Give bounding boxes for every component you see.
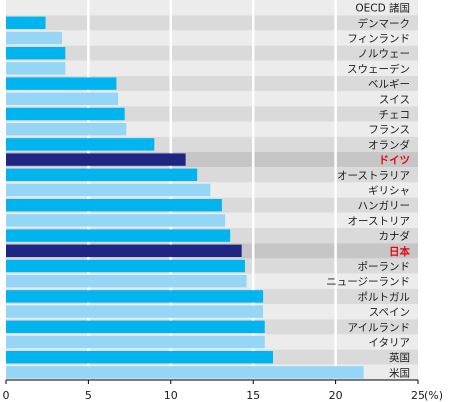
bar-チェコ: [6, 107, 125, 121]
bar-ギリシャ: [6, 183, 211, 197]
row-bg-ノルウェー: [6, 45, 418, 61]
category-label-ポルトガル: ポルトガル: [358, 291, 411, 303]
category-label-イタリア: イタリア: [368, 337, 410, 349]
bars: [6, 16, 364, 379]
bar-アイルランド: [6, 320, 265, 333]
bar-フィンランド: [6, 31, 63, 45]
x-tick-label-20: 20: [329, 389, 343, 402]
category-label-デンマーク: デンマーク: [358, 17, 411, 30]
bar-ノルウェー: [6, 47, 66, 60]
category-label-ギリシャ: ギリシャ: [368, 185, 410, 197]
category-label-ベルギー: ベルギー: [368, 79, 410, 91]
bar-スウェーデン: [6, 62, 66, 75]
x-tick-labels: 0 5 10 15 20 25: [3, 380, 425, 402]
category-label-スイス: スイス: [379, 94, 410, 106]
bar-米国: [6, 366, 364, 379]
category-label-ポーランド: ポーランド: [358, 261, 411, 273]
bar-ポーランド: [6, 259, 245, 273]
category-label-日本: 日本: [389, 245, 410, 258]
category-label-米国: 米国: [389, 366, 410, 379]
category-label-オランダ: オランダ: [368, 138, 410, 151]
bar-英国: [6, 351, 273, 364]
category-labels: OECD 諸国デンマークフィンランドノルウェースウェーデンベルギースイスチェコフ…: [326, 2, 410, 380]
category-label-OECD-諸国: OECD 諸国: [355, 2, 410, 15]
bar-フランス: [6, 123, 127, 136]
category-label-チェコ: チェコ: [379, 109, 411, 121]
x-axis-label: (%): [424, 389, 443, 402]
category-label-オーストラリア: オーストラリア: [337, 170, 410, 182]
category-label-英国: 英国: [389, 351, 410, 364]
row-bg-フィンランド: [6, 30, 418, 46]
x-tick-label-10: 10: [164, 389, 178, 402]
category-label-ノルウェー: ノルウェー: [358, 48, 411, 60]
bar-日本: [6, 244, 242, 257]
bar-オランダ: [6, 138, 155, 151]
bar-オーストリア: [6, 214, 226, 227]
category-label-ドイツ: ドイツ: [379, 155, 411, 167]
x-tick-label-0: 0: [3, 389, 10, 402]
category-label-フランス: フランス: [368, 124, 410, 136]
row-bg-OECD-諸国: [6, 0, 418, 16]
bar-デンマーク: [6, 16, 46, 29]
bar-ポルトガル: [6, 290, 264, 303]
bar-オーストラリア: [6, 168, 198, 181]
category-label-ハンガリー: ハンガリー: [358, 200, 411, 212]
bar-ドイツ: [6, 153, 186, 166]
category-label-アイルランド: アイルランド: [348, 322, 410, 334]
row-bg-デンマーク: [6, 15, 418, 31]
bar-ハンガリー: [6, 199, 222, 212]
category-label-カナダ: カナダ: [379, 230, 411, 243]
bar-スイス: [6, 92, 119, 105]
bar-イタリア: [6, 335, 265, 349]
category-label-ニュージーランド: ニュージーランド: [326, 276, 410, 288]
category-label-スウェーデン: スウェーデン: [347, 62, 410, 75]
row-bg-スウェーデン: [6, 60, 418, 76]
x-tick-label-25: 25: [411, 389, 425, 402]
bar-スペイン: [6, 305, 264, 318]
x-tick-label-15: 15: [246, 389, 260, 402]
category-label-オーストリア: オーストリア: [348, 215, 410, 227]
bar-ベルギー: [6, 77, 117, 90]
bar-カナダ: [6, 229, 231, 242]
category-label-スペイン: スペイン: [369, 307, 410, 319]
x-tick-label-5: 5: [85, 389, 92, 402]
bar-ニュージーランド: [6, 275, 247, 288]
category-label-フィンランド: フィンランド: [347, 33, 410, 45]
